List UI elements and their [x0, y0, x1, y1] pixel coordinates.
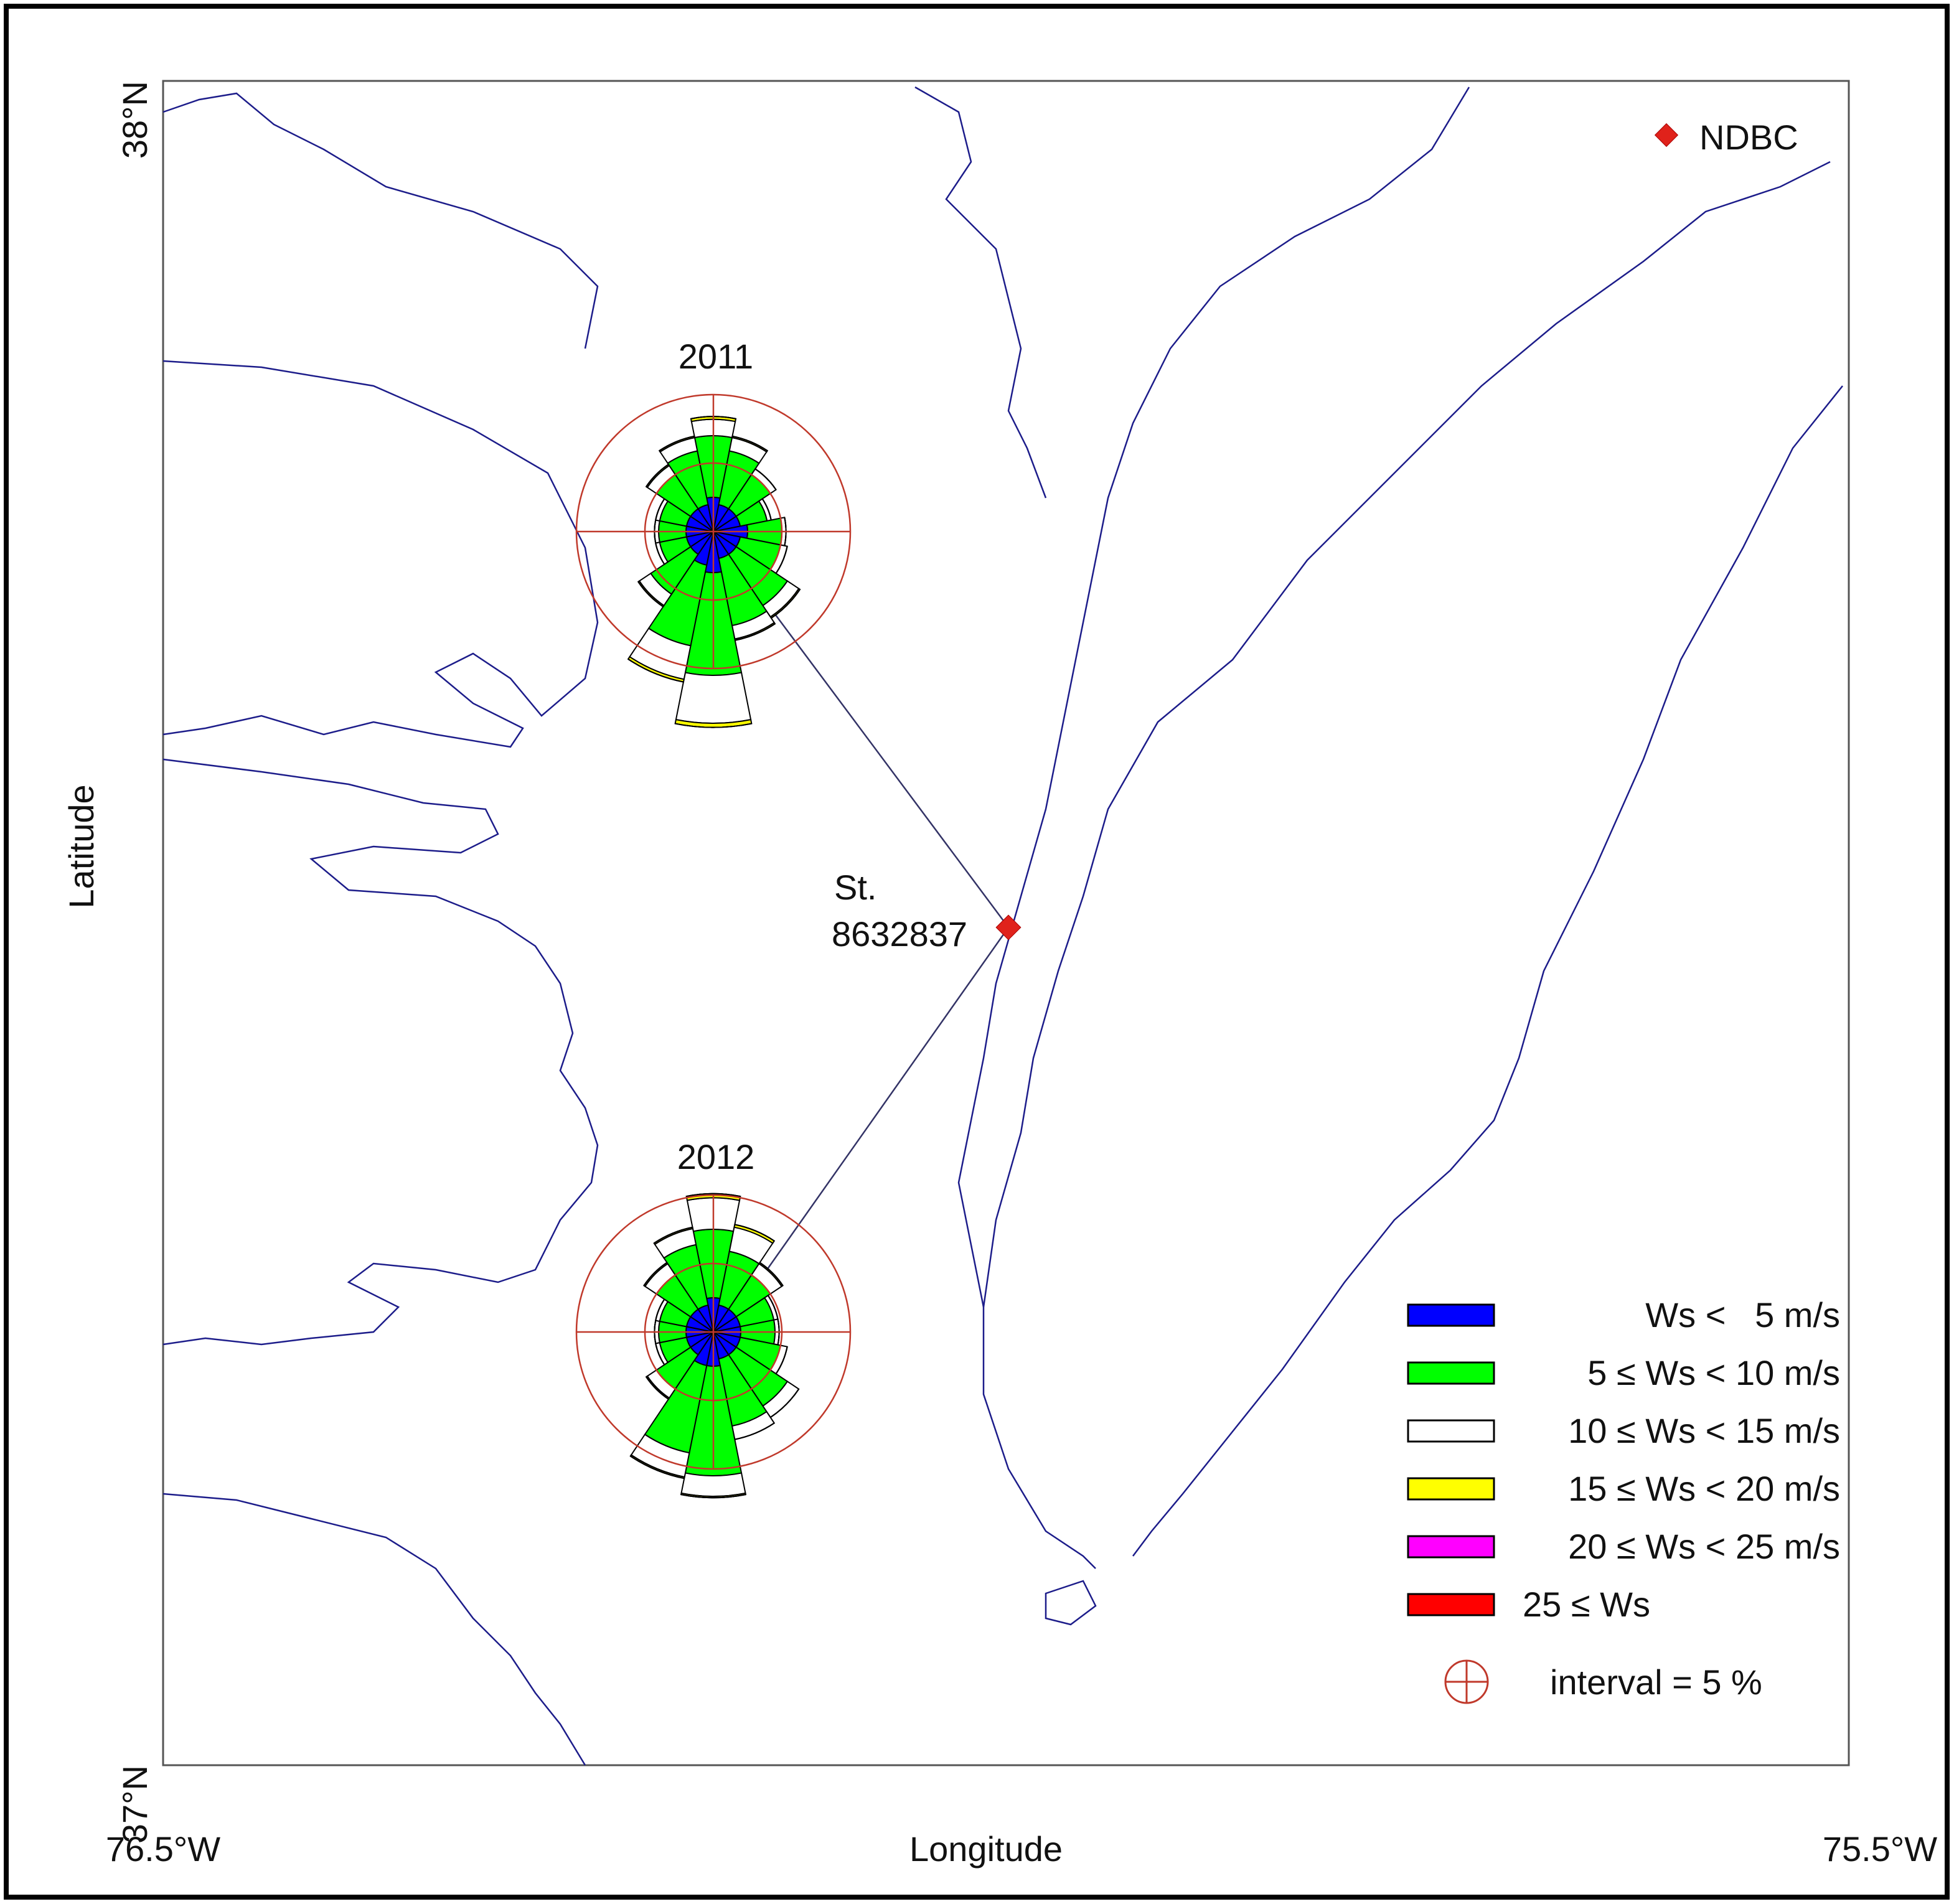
- rose-segment: [690, 416, 736, 420]
- station-marker: [995, 914, 1022, 940]
- coastline: [162, 92, 599, 349]
- legend-label: Ws < 5 m/s: [1645, 1295, 1840, 1334]
- rose-segment: [680, 1472, 746, 1498]
- lat-label: 38°N: [115, 81, 154, 159]
- coastline: [1132, 385, 1843, 1557]
- leader-line: [761, 927, 1010, 1277]
- coastline: [957, 87, 1470, 1308]
- lon-label: 75.5°W: [1823, 1829, 1937, 1869]
- legend-swatch: [1407, 1361, 1495, 1385]
- interval-label: interval = 5 %: [1550, 1662, 1762, 1702]
- x-axis-label: Longitude: [909, 1829, 1063, 1869]
- coastline: [1045, 1580, 1097, 1626]
- legend-label: 25 ≤ Ws: [1523, 1585, 1650, 1624]
- rose-segment: [675, 672, 752, 724]
- wind-rose: 2011: [575, 337, 852, 728]
- lat-label: 37°N: [115, 1765, 154, 1843]
- station-label: 8632837: [832, 914, 967, 954]
- legend-label: 20 ≤ Ws < 25 m/s: [1568, 1527, 1840, 1566]
- coastline: [162, 1493, 586, 1766]
- rose-title: 2012: [677, 1137, 755, 1176]
- interval-key: interval = 5 %: [1444, 1659, 1762, 1704]
- rose-title: 2011: [679, 337, 753, 376]
- leader-line: [771, 609, 1010, 928]
- legend-swatch: [1407, 1477, 1495, 1501]
- legend: Ws < 5 m/s 5 ≤ Ws < 10 m/s 10 ≤ Ws < 15 m/…: [1407, 1295, 1840, 1624]
- legend-swatch: [1407, 1535, 1495, 1559]
- coastline: [914, 86, 1047, 499]
- wind-rose: 2012: [575, 1137, 852, 1499]
- y-axis-label: Latitude: [62, 784, 101, 908]
- rose-segment: [735, 1224, 775, 1242]
- ndbc-marker: [1654, 123, 1679, 148]
- legend-label: 15 ≤ Ws < 20 m/s: [1568, 1469, 1840, 1508]
- rose-segment: [732, 435, 768, 451]
- rose-segment: [646, 1376, 669, 1400]
- rose-segment: [654, 1226, 693, 1244]
- coastline: [162, 758, 599, 1346]
- legend-swatch: [1407, 1303, 1495, 1327]
- legend-label: 10 ≤ Ws < 15 m/s: [1568, 1411, 1840, 1450]
- station-label: St.: [834, 868, 876, 907]
- coastline: [162, 360, 599, 748]
- legend-label: 5 ≤ Ws < 10 m/s: [1587, 1353, 1840, 1392]
- coastlines: [162, 86, 1843, 1766]
- legend-swatch: [1407, 1419, 1495, 1443]
- coastline: [982, 161, 1831, 1569]
- rose-segment: [759, 1262, 784, 1286]
- rose-segment: [680, 1494, 746, 1499]
- legend-swatch: [1407, 1593, 1495, 1616]
- lon-label: 76.5°W: [106, 1829, 220, 1869]
- ndbc-label: NDBC: [1699, 118, 1798, 157]
